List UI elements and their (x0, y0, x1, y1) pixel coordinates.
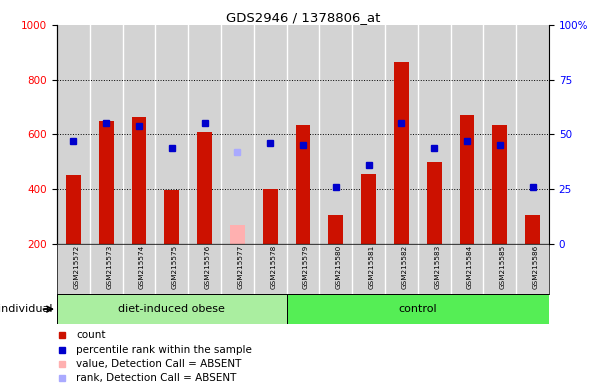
Bar (263, 189, 278, 244)
Text: control: control (398, 304, 437, 314)
Bar (427, 162, 442, 244)
Bar (328, 215, 343, 244)
Text: GSM215573: GSM215573 (106, 245, 112, 289)
Text: GSM215578: GSM215578 (270, 245, 276, 289)
Bar (230, 225, 245, 244)
Text: value, Detection Call = ABSENT: value, Detection Call = ABSENT (76, 359, 241, 369)
Text: GSM215576: GSM215576 (205, 245, 211, 289)
Bar (361, 174, 376, 244)
Text: GSM215575: GSM215575 (172, 245, 178, 289)
Bar (131, 117, 146, 244)
Bar (394, 62, 409, 244)
Text: GSM215581: GSM215581 (368, 245, 374, 289)
Bar (164, 190, 179, 244)
Bar (197, 132, 212, 244)
Text: GSM215579: GSM215579 (303, 245, 309, 289)
Text: GSM215574: GSM215574 (139, 245, 145, 289)
Text: diet-induced obese: diet-induced obese (118, 304, 225, 314)
Text: percentile rank within the sample: percentile rank within the sample (76, 345, 252, 355)
Text: count: count (76, 330, 106, 340)
Text: GSM215584: GSM215584 (467, 245, 473, 289)
Bar (460, 115, 475, 244)
Text: GSM215583: GSM215583 (434, 245, 440, 289)
Bar (525, 215, 540, 244)
Text: GSM215580: GSM215580 (336, 245, 342, 289)
Bar (296, 125, 310, 244)
Text: GSM215586: GSM215586 (533, 245, 539, 289)
Text: GSM215585: GSM215585 (500, 245, 506, 289)
Text: GSM215582: GSM215582 (401, 245, 407, 289)
Text: individual: individual (0, 304, 52, 314)
Text: GSM215572: GSM215572 (73, 245, 79, 289)
Text: GSM215577: GSM215577 (238, 245, 244, 289)
Title: GDS2946 / 1378806_at: GDS2946 / 1378806_at (226, 11, 380, 24)
Bar (287, 294, 549, 324)
Bar (99, 121, 113, 244)
Bar (66, 175, 81, 244)
Bar (57, 294, 287, 324)
Text: rank, Detection Call = ABSENT: rank, Detection Call = ABSENT (76, 373, 236, 383)
Bar (493, 125, 507, 244)
